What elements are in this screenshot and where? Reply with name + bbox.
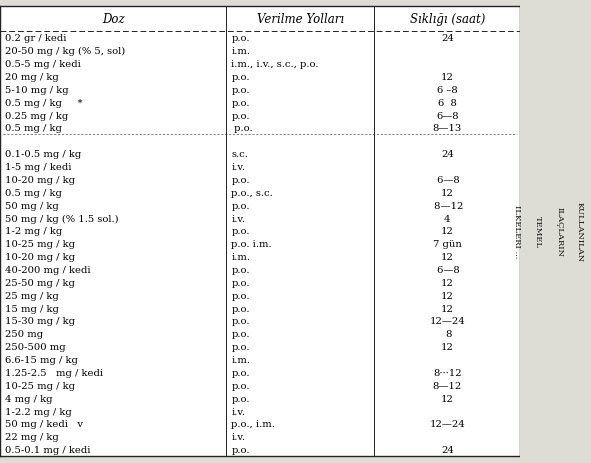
Text: 50 mg / kg: 50 mg / kg [5,201,59,210]
Text: 0.5 mg / kg: 0.5 mg / kg [5,188,62,197]
Text: p.o.: p.o. [232,330,250,338]
Text: i.m.: i.m. [232,355,251,364]
Text: 12: 12 [441,73,454,82]
Text: p.o.: p.o. [232,368,250,377]
Text: 10-25 mg / kg: 10-25 mg / kg [5,240,75,249]
Text: Doz: Doz [102,13,125,26]
Text: p.o.: p.o. [232,175,250,185]
Text: 12: 12 [441,304,454,313]
Text: 10-20 mg / kg: 10-20 mg / kg [5,253,75,262]
Text: 8: 8 [443,330,452,338]
Text: 12: 12 [441,291,454,300]
Text: s.c.: s.c. [232,150,248,159]
Text: 40-200 mg / kedi: 40-200 mg / kedi [5,265,91,275]
Text: 0.1-0.5 mg / kg: 0.1-0.5 mg / kg [5,150,82,159]
Text: 25-50 mg / kg: 25-50 mg / kg [5,278,75,287]
Text: 5-10 mg / kg: 5-10 mg / kg [5,86,69,94]
Text: p.o. i.m.: p.o. i.m. [232,240,272,249]
Text: 15-30 mg / kg: 15-30 mg / kg [5,317,75,326]
Text: 0.2 gr / kedi: 0.2 gr / kedi [5,34,67,44]
Text: p.o.: p.o. [232,381,250,390]
Text: 12—24: 12—24 [430,419,465,428]
Text: i.m., i.v., s.c., p.o.: i.m., i.v., s.c., p.o. [232,60,319,69]
Text: p.o.: p.o. [232,394,250,403]
Text: 1-2.2 mg / kg: 1-2.2 mg / kg [5,407,72,416]
Text: 20 mg / kg: 20 mg / kg [5,73,59,82]
Text: 4: 4 [444,214,450,223]
Text: p.o.: p.o. [232,265,250,275]
Text: 24: 24 [441,34,454,44]
Text: i.m.: i.m. [232,253,251,262]
Text: 1-2 mg / kg: 1-2 mg / kg [5,227,63,236]
Text: 12: 12 [441,394,454,403]
Text: p.o.: p.o. [232,278,250,287]
Text: p.o.: p.o. [232,304,250,313]
Text: 6.6-15 mg / kg: 6.6-15 mg / kg [5,355,78,364]
Text: p.o.: p.o. [232,445,250,454]
Text: p.o.: p.o. [232,73,250,82]
Text: i.v.: i.v. [232,407,245,416]
Text: 8—12: 8—12 [433,381,462,390]
Text: 6  8: 6 8 [438,99,457,107]
Text: p.o.: p.o. [232,124,253,133]
Text: p.o.: p.o. [232,112,250,120]
Text: 1.25-2.5   mg / kedi: 1.25-2.5 mg / kedi [5,368,103,377]
Text: p.o., i.m.: p.o., i.m. [232,419,275,428]
Text: i.v.: i.v. [232,214,245,223]
Text: 0.5 mg / kg: 0.5 mg / kg [5,124,62,133]
Text: Sıklığı (saat): Sıklığı (saat) [410,13,485,26]
Text: 7 gün: 7 gün [433,240,462,249]
Text: 6—8: 6—8 [436,112,459,120]
Text: 12: 12 [441,253,454,262]
Text: 8—13: 8—13 [433,124,462,133]
Text: 8—12: 8—12 [431,201,463,210]
Text: p.o.: p.o. [232,201,250,210]
Text: 0.5-0.1 mg / kedi: 0.5-0.1 mg / kedi [5,445,90,454]
Text: 50 mg / kg (% 1.5 sol.): 50 mg / kg (% 1.5 sol.) [5,214,119,223]
Text: 0.5-5 mg / kedi: 0.5-5 mg / kedi [5,60,81,69]
Text: p.o.: p.o. [232,86,250,94]
Text: 4 mg / kg: 4 mg / kg [5,394,53,403]
Text: 20-50 mg / kg (% 5, sol): 20-50 mg / kg (% 5, sol) [5,47,125,56]
Text: 12: 12 [441,188,454,197]
Text: i.v.: i.v. [232,432,245,441]
Text: 12: 12 [441,343,454,351]
Text: 6—8: 6—8 [434,265,460,275]
Text: 6 –8: 6 –8 [437,86,457,94]
Text: 250-500 mg: 250-500 mg [5,343,66,351]
Text: 10-25 mg / kg: 10-25 mg / kg [5,381,75,390]
Text: Verilme Yolları: Verilme Yolları [256,13,344,26]
Text: 25 mg / kg: 25 mg / kg [5,291,59,300]
Text: p.o.: p.o. [232,227,250,236]
Text: p.o., s.c.: p.o., s.c. [232,188,273,197]
Text: 50 mg / kedi   v: 50 mg / kedi v [5,419,83,428]
Text: 22 mg / kg: 22 mg / kg [5,432,59,441]
Text: 0.25 mg / kg: 0.25 mg / kg [5,112,69,120]
Text: 10-20 mg / kg: 10-20 mg / kg [5,175,75,185]
Text: 24: 24 [441,150,454,159]
Text: 24: 24 [441,445,454,454]
Text: 250 mg: 250 mg [5,330,43,338]
Text: 0.5 mg / kg     *: 0.5 mg / kg * [5,99,83,107]
Text: KEDILERDE
 
KULLANILAN
 
ILAÇLARIN
 
TEMEL
 
ILKELERI ...: KEDILERDE KULLANILAN ILAÇLARIN TEMEL ILK… [514,201,591,262]
Text: 12: 12 [441,227,454,236]
Text: p.o.: p.o. [232,291,250,300]
Text: 6—8: 6—8 [434,175,460,185]
Text: 12—24: 12—24 [430,317,465,326]
Text: p.o.: p.o. [232,34,250,44]
Text: 12: 12 [441,278,454,287]
Text: 15 mg / kg: 15 mg / kg [5,304,59,313]
Text: p.o.: p.o. [232,343,250,351]
Text: p.o.: p.o. [232,317,250,326]
Text: i.m.: i.m. [232,47,251,56]
Text: p.o.: p.o. [232,99,250,107]
Text: i.v.: i.v. [232,163,245,172]
Text: 1-5 mg / kedi: 1-5 mg / kedi [5,163,72,172]
Text: 8···12: 8···12 [433,368,462,377]
